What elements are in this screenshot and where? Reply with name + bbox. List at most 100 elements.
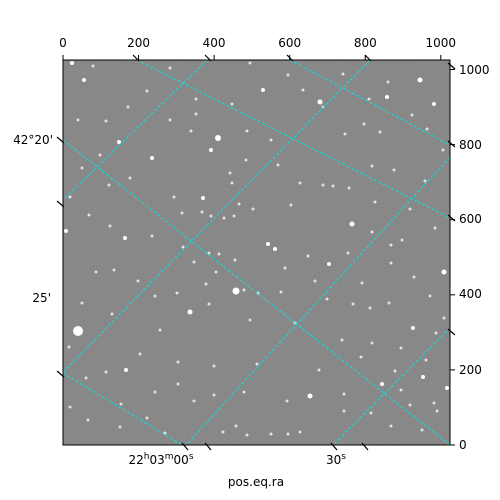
star: [138, 352, 142, 356]
star: [209, 214, 213, 218]
star: [369, 411, 373, 415]
star: [386, 80, 390, 84]
star: [306, 254, 310, 258]
star: [370, 164, 374, 168]
grid-edge-tick: [447, 62, 456, 70]
grid-edge-tick: [364, 54, 372, 62]
star: [380, 382, 384, 386]
star: [251, 207, 255, 211]
star: [327, 262, 331, 266]
grid-line: [185, 156, 450, 445]
star: [331, 184, 335, 188]
grid-edge-tick: [204, 54, 212, 62]
star: [80, 166, 84, 170]
star: [207, 302, 211, 306]
star: [389, 261, 393, 265]
star: [215, 135, 221, 141]
grid-edge-tick: [181, 442, 189, 451]
star: [68, 405, 72, 409]
star: [285, 399, 289, 403]
star: [317, 99, 323, 105]
star: [347, 186, 351, 190]
star: [217, 252, 221, 256]
star: [286, 73, 290, 77]
star: [136, 279, 140, 283]
star: [370, 230, 374, 234]
star: [145, 416, 149, 420]
star: [343, 132, 347, 136]
star: [346, 251, 350, 255]
star: [228, 171, 232, 175]
star: [399, 388, 403, 392]
star: [98, 153, 102, 157]
star: [123, 236, 127, 240]
star: [187, 309, 193, 315]
star: [408, 403, 412, 407]
star: [212, 364, 216, 368]
star: [399, 346, 403, 350]
dec-tick-label-25: 25': [32, 291, 51, 305]
star: [200, 210, 204, 214]
grid-edge-tick: [204, 442, 212, 451]
star: [321, 105, 325, 109]
star: [176, 360, 180, 364]
star: [393, 369, 397, 373]
grid-edge-ticks: [56, 54, 456, 451]
star: [433, 226, 437, 230]
star: [194, 97, 198, 101]
star: [273, 247, 277, 251]
grid-line: [63, 60, 371, 373]
star: [108, 224, 112, 228]
grid-line: [63, 60, 208, 201]
star: [242, 390, 246, 394]
star: [158, 328, 162, 332]
star: [73, 326, 83, 336]
star: [367, 97, 371, 101]
star: [212, 393, 216, 397]
grid-line: [63, 139, 450, 445]
grid-edge-tick: [447, 328, 456, 336]
star: [84, 376, 88, 380]
star: [168, 118, 172, 122]
star: [248, 318, 252, 322]
top-tick-label-600: 600: [278, 36, 301, 50]
right-tick-label-0: 0: [459, 438, 467, 452]
star: [389, 243, 393, 247]
ra-tick-label-220300: 22h03m00s: [128, 452, 193, 467]
star: [255, 362, 259, 366]
star: [153, 390, 157, 394]
star: [341, 72, 345, 76]
star: [233, 258, 237, 262]
star: [412, 275, 416, 279]
sky-image: [63, 60, 450, 445]
grid-edge-tick: [286, 54, 294, 62]
grid-edge-tick: [361, 442, 369, 451]
star: [94, 270, 98, 274]
star: [256, 291, 260, 295]
star: [349, 221, 355, 227]
star: [261, 88, 265, 92]
top-tick-label-800: 800: [354, 36, 377, 50]
star: [417, 77, 423, 83]
star: [104, 370, 108, 374]
star: [221, 430, 225, 434]
star: [82, 78, 86, 82]
grid-edge-tick: [447, 214, 456, 222]
star: [445, 386, 449, 390]
grid-edge-tick: [330, 442, 338, 451]
star: [87, 213, 91, 217]
star: [118, 425, 122, 429]
star: [67, 345, 71, 349]
right-tick-label-800: 800: [459, 138, 482, 152]
grid-line: [332, 327, 450, 445]
star: [428, 294, 432, 298]
star: [153, 294, 157, 298]
star: [269, 432, 273, 436]
star: [180, 211, 184, 215]
star: [192, 260, 196, 264]
grid-line: [136, 60, 450, 219]
star: [124, 368, 128, 372]
star: [408, 207, 412, 211]
star: [112, 268, 116, 272]
